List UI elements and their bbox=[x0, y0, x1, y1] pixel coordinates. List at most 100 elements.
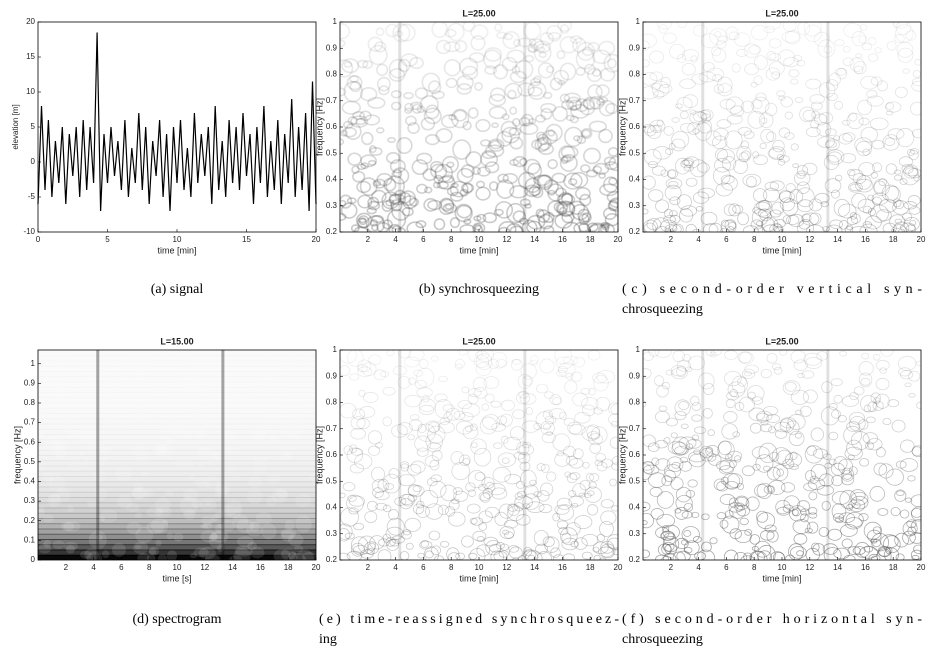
texture-cell bbox=[873, 178, 890, 197]
texture-cell bbox=[552, 512, 561, 522]
texture-cell bbox=[760, 368, 772, 379]
texture-cell bbox=[706, 452, 717, 462]
texture-cell bbox=[538, 213, 554, 230]
texture-cell bbox=[513, 502, 524, 512]
texture-cell bbox=[569, 423, 586, 436]
texture-cell bbox=[776, 449, 793, 466]
texture-cell bbox=[737, 376, 747, 387]
texture-cell bbox=[679, 78, 696, 89]
texture-cell bbox=[42, 472, 54, 483]
texture-cell bbox=[692, 536, 702, 543]
texture-cell bbox=[225, 410, 237, 422]
texture-cell bbox=[365, 215, 386, 232]
texture-cell bbox=[902, 68, 910, 74]
texture-cell bbox=[416, 367, 435, 388]
texture-band bbox=[38, 497, 316, 504]
texture-cell bbox=[555, 187, 567, 198]
texture-cell bbox=[726, 114, 743, 125]
texture-band bbox=[38, 460, 316, 467]
texture-cell bbox=[43, 437, 60, 452]
texture-cell bbox=[808, 198, 823, 212]
texture-cell bbox=[87, 437, 100, 450]
texture-band bbox=[38, 539, 316, 546]
x-tick-label: 8 bbox=[449, 563, 454, 572]
texture-cell bbox=[885, 163, 898, 175]
texture-cell bbox=[740, 150, 751, 160]
texture-cell bbox=[484, 506, 500, 518]
texture-cell bbox=[802, 389, 818, 404]
texture-cell bbox=[371, 189, 387, 204]
texture-cell bbox=[603, 53, 618, 73]
texture-cell bbox=[106, 390, 115, 399]
x-tick-label: 16 bbox=[558, 563, 567, 572]
texture-cell bbox=[860, 395, 877, 413]
texture-cell bbox=[381, 200, 393, 212]
texture-cell bbox=[822, 453, 832, 460]
texture-cell bbox=[478, 522, 488, 531]
texture-cell bbox=[201, 515, 214, 526]
texture-cell bbox=[363, 114, 381, 126]
texture-cell bbox=[535, 131, 547, 141]
texture-cell bbox=[38, 409, 45, 417]
texture-cell bbox=[459, 412, 474, 422]
texture-cell bbox=[184, 377, 199, 389]
texture-cell bbox=[449, 191, 464, 202]
texture-cell bbox=[426, 442, 442, 453]
texture-cell bbox=[588, 222, 608, 232]
texture-cell bbox=[490, 400, 502, 408]
texture-cell bbox=[521, 219, 538, 232]
texture-cell bbox=[542, 409, 553, 420]
texture-cell bbox=[498, 220, 517, 232]
texture-cell bbox=[443, 411, 453, 423]
texture-cell bbox=[221, 431, 231, 439]
texture-cell bbox=[577, 208, 592, 223]
texture-cell bbox=[132, 360, 150, 379]
texture-cell bbox=[445, 407, 460, 421]
texture-cell bbox=[437, 421, 455, 434]
texture-cell bbox=[887, 128, 905, 140]
texture-cell bbox=[98, 389, 108, 397]
texture-cell bbox=[654, 439, 668, 449]
texture-cell bbox=[499, 525, 515, 540]
texture-cell bbox=[674, 507, 682, 514]
texture-cell bbox=[433, 218, 446, 231]
texture-cell bbox=[800, 508, 810, 516]
texture-cell bbox=[200, 523, 209, 529]
texture-cell bbox=[373, 180, 382, 187]
texture-cell bbox=[759, 211, 773, 222]
texture-cell bbox=[582, 404, 596, 417]
texture-cell bbox=[772, 464, 789, 481]
texture-cell bbox=[168, 422, 180, 434]
x-tick-label: 16 bbox=[861, 563, 870, 572]
texture-cell bbox=[148, 548, 157, 555]
texture-cell bbox=[720, 174, 735, 184]
y-tick-label: 0.2 bbox=[326, 555, 338, 564]
texture-cell bbox=[648, 189, 664, 202]
texture-cell bbox=[372, 487, 384, 499]
texture-cell bbox=[454, 40, 468, 53]
texture-cell bbox=[304, 354, 313, 361]
texture-cell bbox=[749, 534, 761, 545]
texture-cell bbox=[784, 111, 793, 120]
texture-cell bbox=[794, 96, 804, 103]
texture-cell bbox=[564, 380, 578, 394]
texture-cell bbox=[675, 494, 693, 512]
texture-cell bbox=[561, 537, 579, 551]
texture-cell bbox=[535, 543, 549, 555]
texture-cell bbox=[458, 57, 479, 76]
texture-cell bbox=[878, 178, 888, 187]
texture-cell bbox=[340, 507, 359, 527]
texture-cell bbox=[493, 208, 504, 216]
texture-cell bbox=[543, 179, 559, 195]
texture-cell bbox=[769, 551, 785, 560]
texture-cell bbox=[349, 80, 362, 93]
texture-cell bbox=[655, 410, 670, 424]
texture-cell bbox=[568, 178, 578, 186]
texture-cell bbox=[522, 441, 532, 449]
texture-cell bbox=[855, 53, 863, 59]
texture-cell bbox=[496, 541, 505, 550]
texture-cell bbox=[416, 500, 425, 509]
texture-cell bbox=[643, 461, 655, 474]
texture-cell bbox=[592, 372, 607, 384]
texture-cell bbox=[191, 499, 203, 509]
